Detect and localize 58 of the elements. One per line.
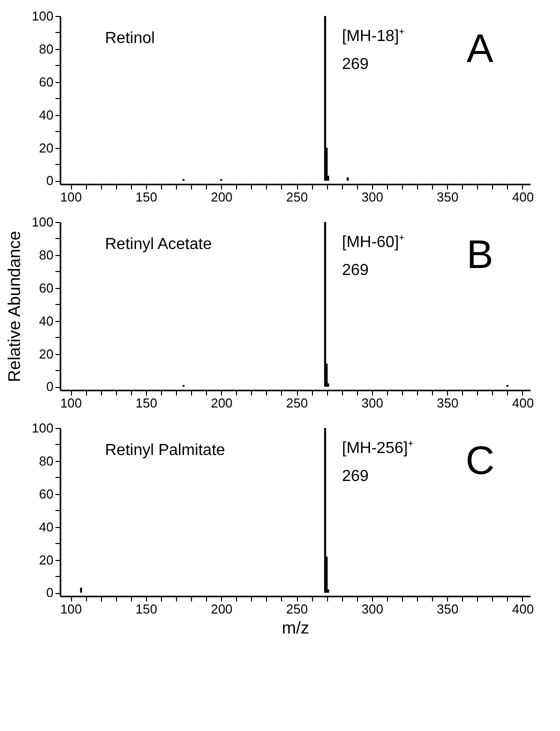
x-tick-label: 250: [286, 190, 308, 204]
annotation: Retinyl Palmitate: [105, 442, 226, 459]
y-tick-label: 60: [39, 486, 54, 502]
y-tick-label: 0: [46, 173, 54, 188]
bar: [324, 16, 326, 181]
x-tick-label: 100: [60, 396, 82, 410]
x-tick-label: 300: [361, 396, 384, 410]
y-tick-label: 20: [39, 346, 54, 362]
y-tick-label: 20: [39, 552, 54, 568]
bar: [324, 222, 326, 387]
x-tick-label: 200: [210, 190, 233, 204]
y-tick-label: 60: [39, 280, 54, 296]
x-tick-label: 100: [60, 602, 82, 616]
x-tick-label: 150: [136, 190, 158, 204]
annotation: 269: [342, 468, 369, 485]
x-tick-label: 400: [512, 396, 534, 410]
x-axis-title: m/z: [282, 618, 310, 638]
y-tick-label: 40: [39, 519, 54, 534]
annotation: [MH-60]⁺: [342, 234, 404, 251]
bar: [346, 177, 349, 181]
x-tick-label: 200: [210, 602, 233, 616]
y-tick-label: 80: [39, 41, 54, 56]
bar: [80, 588, 82, 593]
y-tick-label: 20: [39, 140, 54, 156]
x-tick-label: 250: [286, 602, 308, 616]
x-tick-label: 150: [136, 602, 158, 616]
annotation: 269: [342, 56, 369, 73]
y-tick-label: 60: [39, 74, 54, 90]
annotation: Retinol: [105, 30, 155, 47]
x-tick-label: 300: [361, 190, 384, 204]
y-tick-label: 0: [46, 379, 54, 394]
annotation: A: [466, 27, 494, 71]
y-tick-label: 40: [39, 107, 54, 122]
x-tick-label: 400: [512, 602, 534, 616]
x-tick-label: 350: [436, 190, 458, 204]
x-tick-label: 150: [136, 396, 158, 410]
y-axis-title: Relative Abundance: [4, 230, 24, 382]
x-tick-label: 400: [512, 190, 534, 204]
annotation: C: [466, 439, 494, 483]
x-tick-label: 350: [436, 602, 458, 616]
y-tick-label: 80: [39, 247, 54, 262]
y-tick-label: 40: [39, 313, 54, 328]
annotation: Retinyl Acetate: [105, 236, 212, 253]
y-tick-label: 0: [46, 585, 54, 600]
x-tick-label: 200: [210, 396, 233, 410]
bar: [324, 428, 326, 593]
x-tick-label: 300: [361, 602, 384, 616]
annotation: [MH-18]⁺: [342, 28, 404, 45]
annotation: B: [466, 233, 494, 277]
x-tick-label: 350: [436, 396, 458, 410]
y-tick-label: 100: [32, 8, 54, 24]
y-tick-label: 80: [39, 453, 54, 468]
y-tick-label: 100: [32, 214, 54, 230]
annotation: [MH-256]⁺: [342, 440, 413, 457]
y-tick-label: 100: [32, 420, 54, 436]
annotation: 269: [342, 262, 369, 279]
x-tick-label: 250: [286, 396, 308, 410]
x-tick-label: 100: [60, 190, 82, 204]
